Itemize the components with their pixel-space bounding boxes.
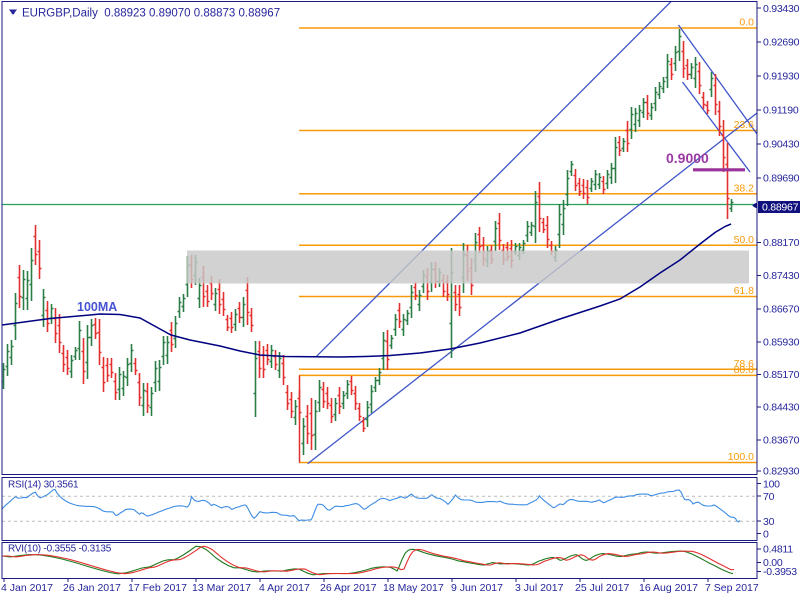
- svg-text:26 Jan 2017: 26 Jan 2017: [63, 582, 121, 594]
- svg-text:38.2: 38.2: [734, 182, 755, 194]
- svg-text:EURGBP,Daily 0.88923 0.89070: EURGBP,Daily 0.88923 0.89070 0.88873 0.8…: [22, 8, 280, 20]
- svg-text:18 May 2017: 18 May 2017: [383, 582, 444, 594]
- svg-text:0.88170: 0.88170: [763, 237, 800, 249]
- svg-text:26 Apr 2017: 26 Apr 2017: [320, 582, 377, 594]
- svg-text:100: 100: [763, 478, 780, 490]
- svg-text:7 Sep 2017: 7 Sep 2017: [705, 582, 759, 594]
- svg-text:17 Feb 2017: 17 Feb 2017: [128, 582, 187, 594]
- svg-text:RVI(10) -0.3555 -0.3135: RVI(10) -0.3555 -0.3135: [8, 544, 112, 555]
- svg-text:78.6: 78.6: [734, 358, 755, 370]
- svg-text:3 Jul 2017: 3 Jul 2017: [515, 582, 564, 594]
- svg-text:0.0: 0.0: [739, 17, 754, 29]
- svg-text:25 Jul 2017: 25 Jul 2017: [575, 582, 629, 594]
- svg-text:4 Apr 2017: 4 Apr 2017: [259, 582, 310, 594]
- svg-text:0.91190: 0.91190: [763, 104, 799, 116]
- svg-text:0.4811: 0.4811: [763, 544, 793, 556]
- svg-text:70: 70: [763, 491, 775, 503]
- svg-text:50.0: 50.0: [734, 234, 755, 246]
- svg-text:-0.3953: -0.3953: [763, 566, 797, 578]
- svg-text:0.86670: 0.86670: [763, 304, 800, 316]
- svg-text:100.0: 100.0: [728, 451, 754, 463]
- svg-text:0.93430: 0.93430: [763, 3, 800, 15]
- svg-text:0.00: 0.00: [763, 557, 783, 569]
- svg-text:0.85930: 0.85930: [763, 337, 800, 349]
- svg-text:0.90430: 0.90430: [763, 138, 800, 150]
- svg-text:13 Mar 2017: 13 Mar 2017: [192, 582, 251, 594]
- svg-text:30: 30: [763, 516, 775, 528]
- svg-text:80.0: 80.0: [734, 364, 755, 376]
- svg-text:0.9000: 0.9000: [666, 150, 709, 166]
- svg-text:9 Jun 2017: 9 Jun 2017: [451, 582, 503, 594]
- svg-text:61.8: 61.8: [734, 285, 755, 297]
- svg-text:0.89690: 0.89690: [763, 172, 800, 184]
- svg-text:0.85170: 0.85170: [763, 369, 800, 381]
- svg-text:0.84430: 0.84430: [763, 402, 800, 414]
- svg-text:0: 0: [763, 528, 769, 540]
- svg-text:4 Jan 2017: 4 Jan 2017: [1, 582, 53, 594]
- svg-text:23.6: 23.6: [734, 119, 755, 131]
- svg-text:0.83670: 0.83670: [763, 435, 800, 447]
- svg-text:0.87430: 0.87430: [763, 270, 800, 282]
- svg-text:100MA: 100MA: [77, 300, 117, 314]
- svg-text:0.92690: 0.92690: [763, 37, 800, 49]
- svg-text:RSI(14) 30.3561: RSI(14) 30.3561: [8, 480, 79, 491]
- svg-text:16 Aug 2017: 16 Aug 2017: [639, 582, 698, 594]
- svg-text:0.82930: 0.82930: [763, 466, 800, 478]
- svg-text:0.91930: 0.91930: [763, 71, 800, 83]
- svg-text:0.88967: 0.88967: [762, 201, 799, 213]
